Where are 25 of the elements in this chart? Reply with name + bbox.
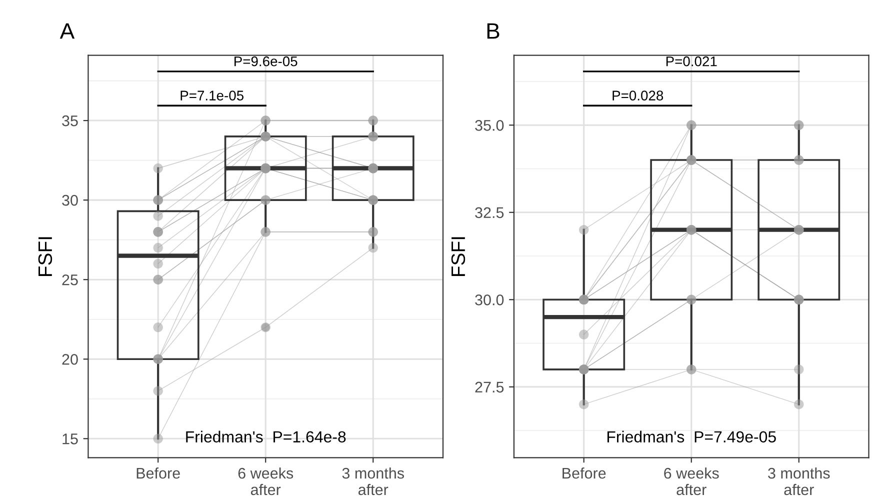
annotation: Friedman's P=1.64e-8 xyxy=(186,430,346,442)
y-tick-label: 30.0 xyxy=(475,294,504,306)
x-tick-label: 3 months after xyxy=(342,467,404,496)
annotation: P=0.028 xyxy=(612,90,664,100)
annotation: P=0.021 xyxy=(666,56,717,66)
x-tick-label: 6 weeks after xyxy=(238,467,294,496)
y-axis-title: FSFI xyxy=(451,237,466,276)
x-tick-label: 3 months after xyxy=(768,467,830,496)
chart-title: A xyxy=(60,23,75,39)
y-tick-label: 35 xyxy=(62,115,78,126)
chart-title: B xyxy=(487,23,500,39)
y-tick-label: 27.5 xyxy=(475,382,504,393)
y-tick-label: 30 xyxy=(62,194,78,206)
y-axis-title: FSFI xyxy=(38,237,52,276)
y-tick-label: 35.0 xyxy=(475,120,504,131)
x-tick-label: 6 weeks after xyxy=(664,467,719,496)
y-tick-label: 20 xyxy=(62,354,78,365)
x-tick-label: Before xyxy=(136,467,180,479)
x-tick-label: Before xyxy=(562,467,606,479)
y-tick-label: 15 xyxy=(62,434,78,444)
annotation: P=7.1e-05 xyxy=(180,90,244,100)
y-tick-label: 25 xyxy=(62,274,78,286)
annotation: P=9.6e-05 xyxy=(234,56,298,66)
y-tick-label: 32.5 xyxy=(475,207,504,218)
annotation: Friedman's P=7.49e-05 xyxy=(607,430,776,442)
